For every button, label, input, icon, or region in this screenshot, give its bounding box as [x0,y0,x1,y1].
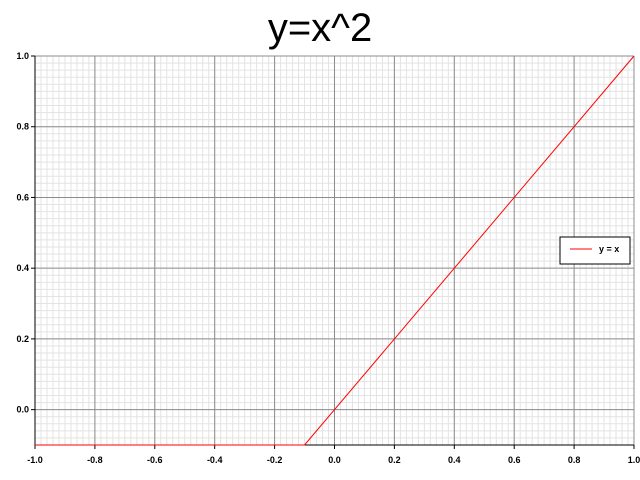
x-tick-label: 0.6 [508,455,521,465]
grid-major [34,55,635,445]
y-tick-labels: 0.0 0.2 0.4 0.6 0.8 1.0 [16,51,29,415]
y-tick-label: 0.0 [16,405,29,415]
series-layer [35,55,635,446]
x-tick-label: -0.4 [207,455,223,465]
x-tick-label: 0.8 [568,455,581,465]
y-tick-label: 0.2 [16,334,29,344]
x-tick-label: -1.0 [27,455,43,465]
legend-label: y = x [599,244,619,254]
y-tick-label: 0.8 [16,122,29,132]
axes [31,55,635,449]
x-tick-label: -0.2 [267,455,283,465]
x-tick-label: 0.4 [448,455,461,465]
x-tick-label: -0.8 [87,455,103,465]
x-tick-label: 0.0 [328,455,341,465]
y-tick-label: 0.6 [16,192,29,202]
x-tick-label: -0.6 [147,455,163,465]
x-tick-label: 0.2 [388,455,401,465]
x-tick-labels: -1.0 -0.8 -0.6 -0.4 -0.2 0.0 0.2 0.4 0.6 0.8 1.0 [27,455,640,465]
x-tick-label: 1.0 [628,455,640,465]
series-line [35,55,635,446]
legend: y = x [559,236,631,265]
y-tick-label: 1.0 [16,51,29,61]
chart-title: y=x^2 [267,6,373,50]
legend-box [559,236,631,265]
y-tick-label: 0.4 [16,263,29,273]
